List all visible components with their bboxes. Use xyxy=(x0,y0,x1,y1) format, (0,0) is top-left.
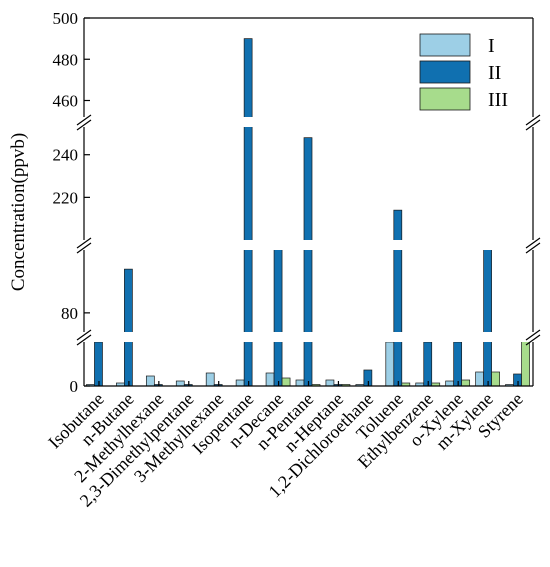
axis-break-mark xyxy=(76,242,92,254)
legend-swatch-III xyxy=(419,87,471,111)
axis-break-mark xyxy=(76,334,92,346)
legend-label-I: I xyxy=(488,35,495,57)
y-tick-label-460: 460 xyxy=(53,92,79,111)
axis-break-mark xyxy=(525,119,541,131)
y-axis-title: Concentration(ppvb) xyxy=(8,133,29,291)
bar-II-o-Xylene xyxy=(453,341,463,387)
axis-break-mark xyxy=(525,329,541,341)
axis-break-mark xyxy=(525,334,541,346)
axis-break-mark xyxy=(76,119,92,131)
axis-break-mark xyxy=(76,329,92,341)
axis-break-mark xyxy=(525,114,541,126)
legend-swatch-II xyxy=(419,60,471,84)
bar-I-n-Heptane xyxy=(325,379,335,387)
bar-II-Ethylbenzene xyxy=(423,341,433,387)
bar-I-n-Pentane xyxy=(295,379,305,387)
labels-layer: 080220240460480500Isobutanen-Butane2-Met… xyxy=(44,9,527,511)
legend-label-II: II xyxy=(488,62,501,84)
bar-II-Isobutane xyxy=(94,341,103,387)
bar-I-Isopentane xyxy=(235,379,245,387)
bar-I-Toluene xyxy=(385,341,395,387)
axes-layer xyxy=(83,17,534,387)
axis-break-mark xyxy=(525,237,541,249)
bars-layer xyxy=(86,38,530,387)
y-tick-label-0: 0 xyxy=(70,377,79,396)
axis-break-gap xyxy=(0,332,550,342)
bar-I-3-Methylhexane xyxy=(205,372,215,387)
bar-I-m-Xylene xyxy=(475,371,484,387)
y-tick-label-220: 220 xyxy=(53,188,79,207)
axis-break-mark xyxy=(76,114,92,126)
axis-break-gap xyxy=(0,240,550,250)
legend-swatch-I xyxy=(419,33,471,57)
bar-III-n-Decane xyxy=(281,377,291,387)
axis-break-gap xyxy=(0,117,550,127)
y-tick-label-80: 80 xyxy=(61,304,78,323)
bar-I-n-Decane xyxy=(265,372,275,387)
y-tick-label-500: 500 xyxy=(53,9,79,28)
bar-II-n-Butane xyxy=(124,268,133,387)
legend-label-III: III xyxy=(488,89,508,111)
axis-break-mark xyxy=(76,237,92,249)
bar-II-Toluene xyxy=(393,209,403,387)
bar-I-o-Xylene xyxy=(445,380,455,387)
bar-I-2,3-Dimethylpentane xyxy=(175,380,185,387)
bar-I-2-Methylhexane xyxy=(145,375,155,387)
bar-III-Styrene xyxy=(521,337,530,387)
bar-II-n-Pentane xyxy=(303,137,313,387)
axis-breaks xyxy=(0,114,550,346)
bar-II-n-Decane xyxy=(273,245,283,387)
bar-III-m-Xylene xyxy=(491,371,500,387)
bar-II-m-Xylene xyxy=(483,245,492,387)
bar-III-o-Xylene xyxy=(461,379,471,387)
axis-break-mark xyxy=(525,242,541,254)
y-tick-label-240: 240 xyxy=(53,146,79,165)
y-tick-label-480: 480 xyxy=(53,50,79,69)
